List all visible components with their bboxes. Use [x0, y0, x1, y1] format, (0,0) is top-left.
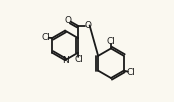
Text: Cl: Cl — [74, 55, 83, 64]
Text: O: O — [65, 16, 72, 25]
Text: O: O — [84, 21, 91, 30]
Text: Cl: Cl — [41, 33, 50, 42]
Text: Cl: Cl — [127, 68, 136, 77]
Text: N: N — [62, 56, 68, 65]
Text: Cl: Cl — [106, 37, 115, 46]
